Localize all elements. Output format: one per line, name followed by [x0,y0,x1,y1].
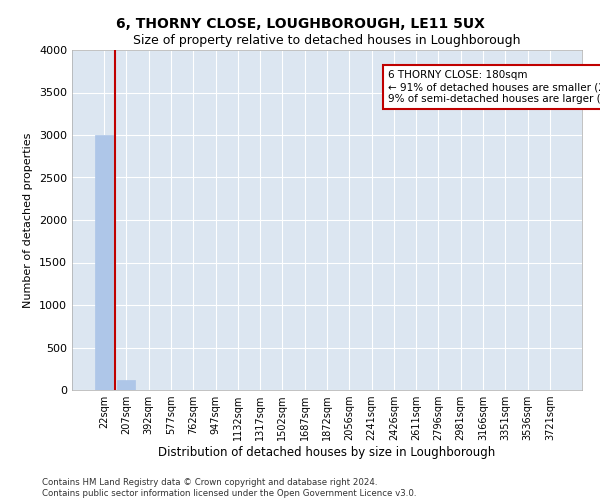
X-axis label: Distribution of detached houses by size in Loughborough: Distribution of detached houses by size … [158,446,496,459]
Text: 6, THORNY CLOSE, LOUGHBOROUGH, LE11 5UX: 6, THORNY CLOSE, LOUGHBOROUGH, LE11 5UX [116,18,484,32]
Bar [118,380,136,390]
Y-axis label: Number of detached properties: Number of detached properties [23,132,34,308]
Text: Contains HM Land Registry data © Crown copyright and database right 2024.
Contai: Contains HM Land Registry data © Crown c… [42,478,416,498]
Text: 6 THORNY CLOSE: 180sqm
← 91% of detached houses are smaller (2,811)
9% of semi-d: 6 THORNY CLOSE: 180sqm ← 91% of detached… [388,70,600,104]
Title: Size of property relative to detached houses in Loughborough: Size of property relative to detached ho… [133,34,521,48]
Bar [95,135,113,390]
